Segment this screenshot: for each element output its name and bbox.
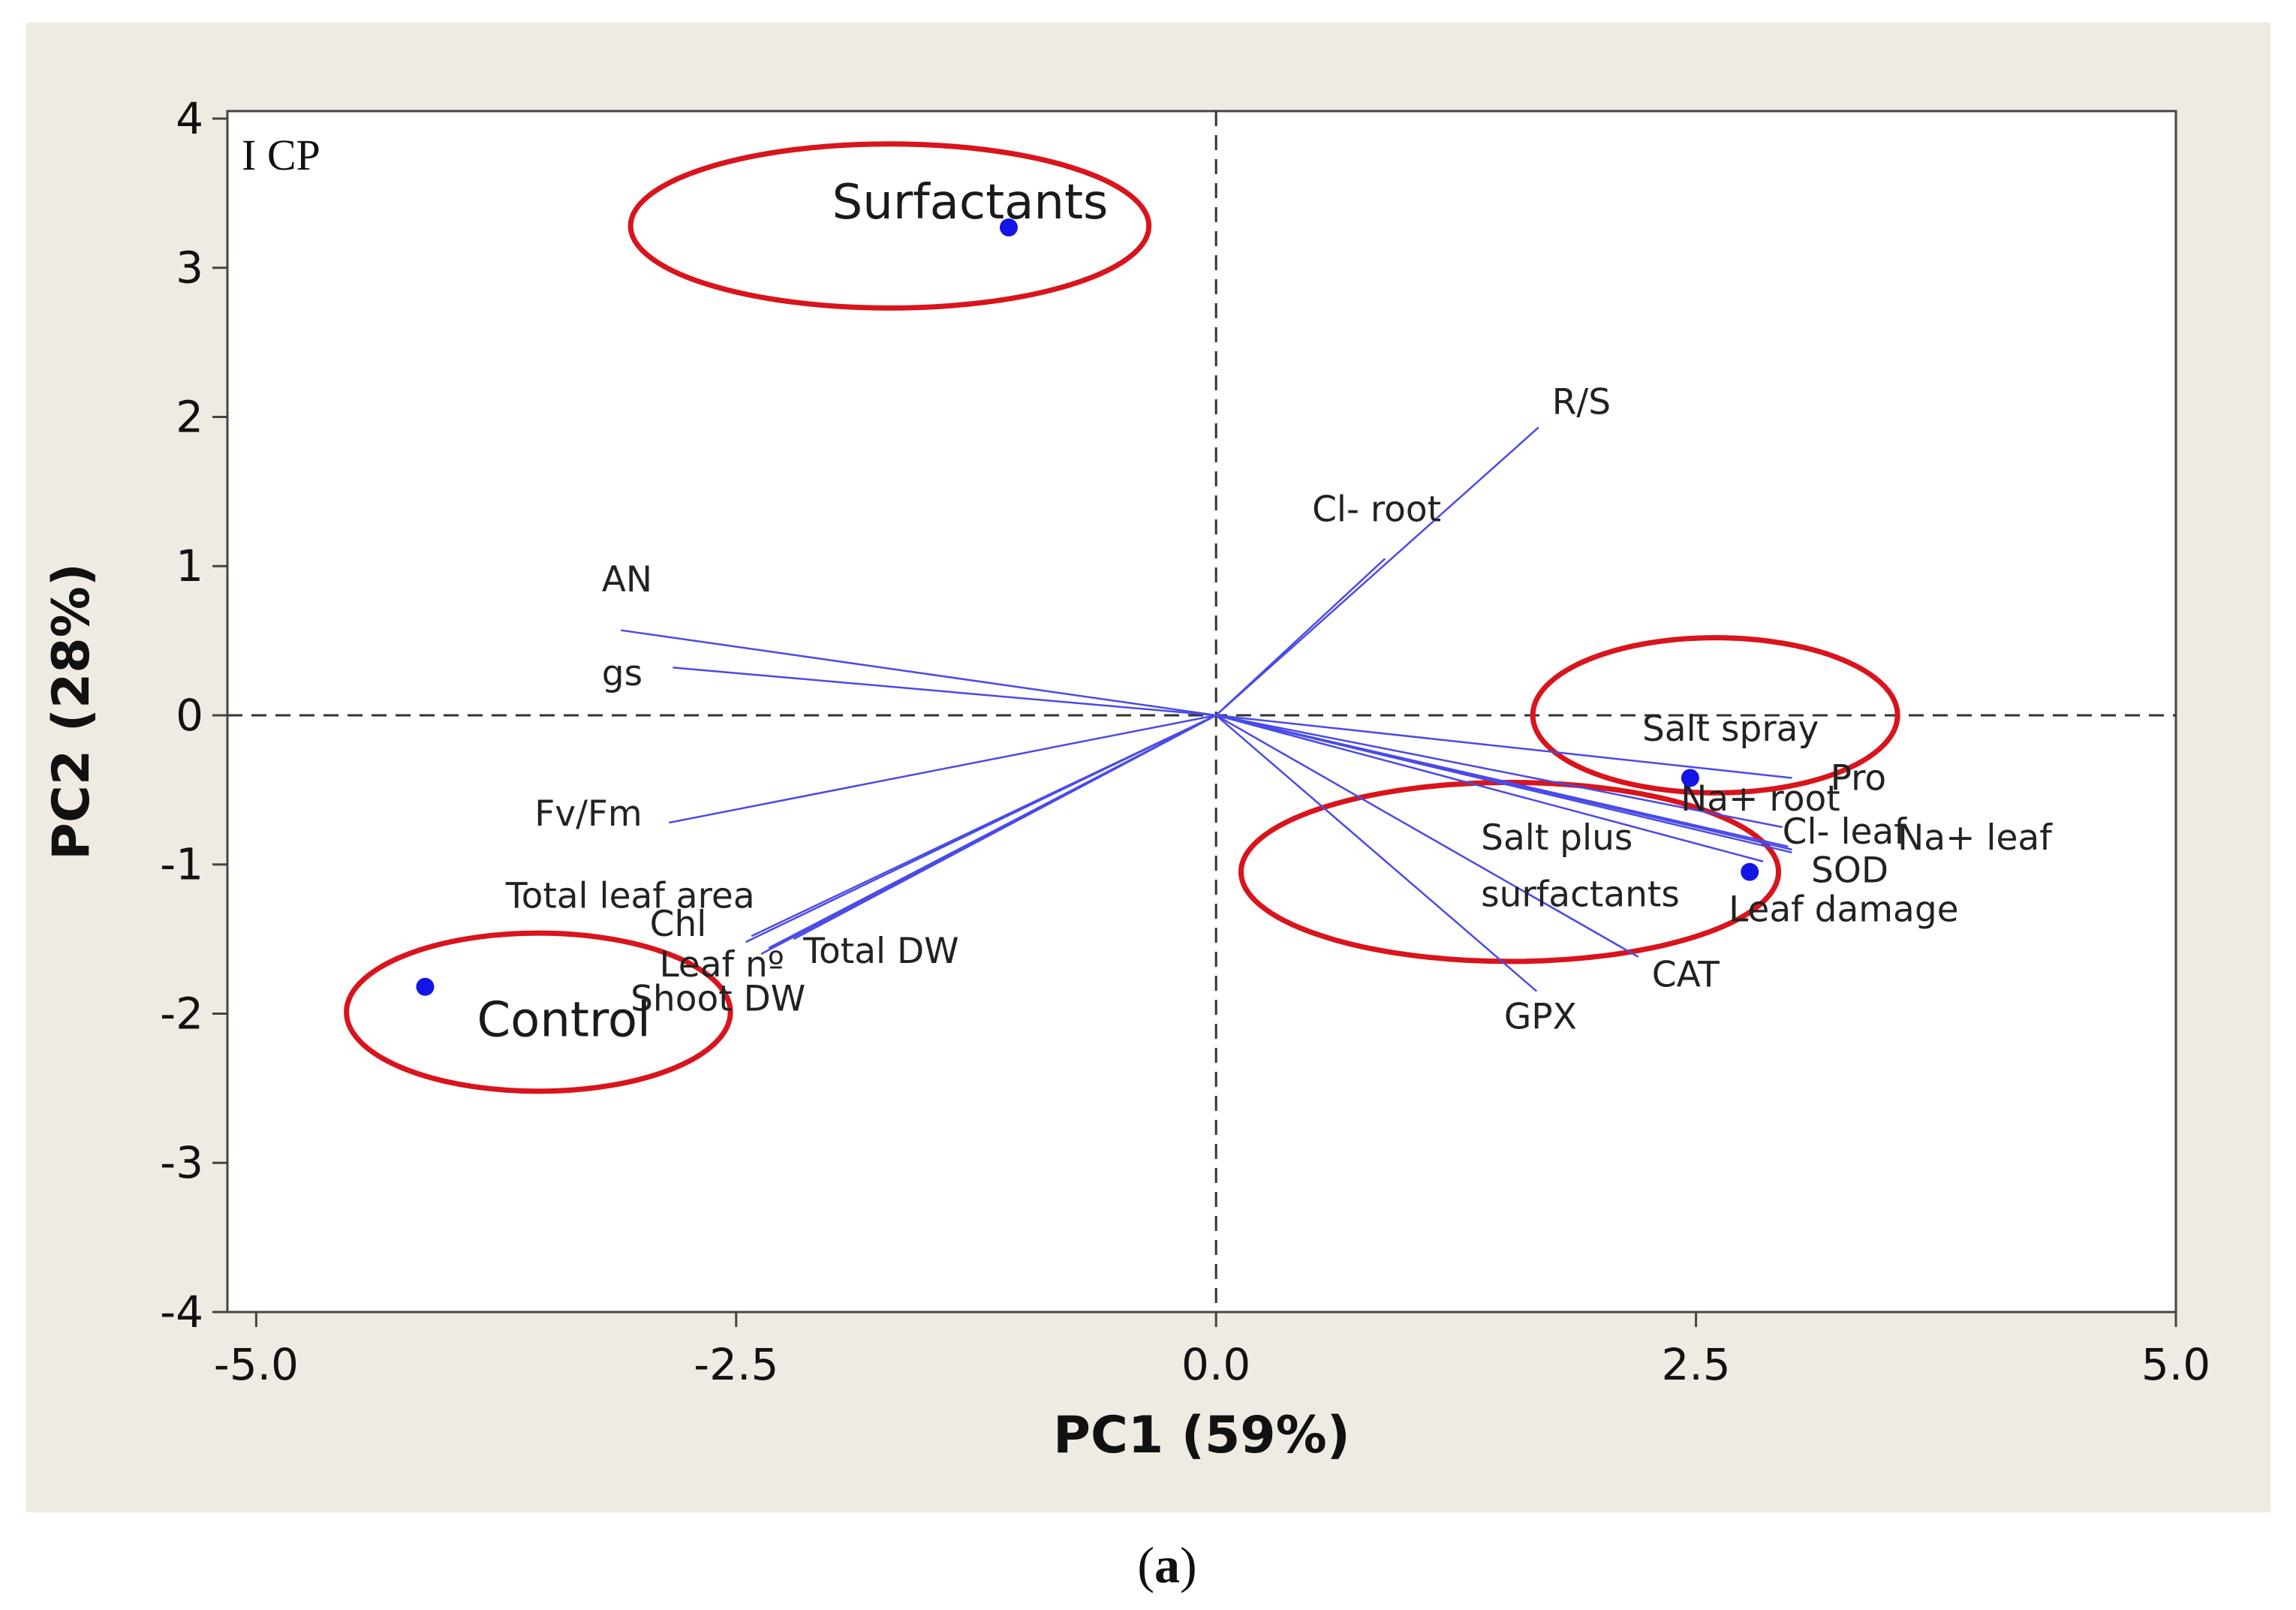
- loading-vectors: [621, 426, 1792, 992]
- loading-vector-r-s: [1215, 426, 1539, 716]
- loading-label-shoot-dw: Shoot DW: [630, 979, 805, 1020]
- y-tick-label: -4: [160, 1286, 203, 1338]
- y-tick-label: 2: [176, 391, 203, 442]
- loading-vector-shoot-dw: [760, 714, 1217, 955]
- loading-vector-na-root: [1215, 714, 1783, 829]
- x-tick-label: -5.0: [214, 1339, 299, 1390]
- plot-frame: [226, 110, 2177, 1314]
- y-axis-title: PC2 (28%): [42, 563, 101, 860]
- loading-label-sod: SOD: [1811, 850, 1888, 892]
- score-point-control: [416, 977, 435, 996]
- loading-vector-pro: [1216, 714, 1792, 779]
- loading-vector-gpx: [1215, 715, 1538, 992]
- score-point-surfactants: [999, 218, 1018, 237]
- loading-vector-gs: [673, 667, 1217, 717]
- score-points: [416, 218, 1759, 996]
- loading-label-fv-fm: Fv/Fm: [534, 793, 642, 835]
- plot-area: [226, 110, 2177, 1314]
- loading-label-chl: Chl: [650, 904, 707, 945]
- loading-label-r-s: R/S: [1552, 381, 1611, 423]
- x-tick-label: 0.0: [1181, 1339, 1250, 1390]
- caption-close-paren: ): [1180, 1536, 1197, 1593]
- x-tick-label: 2.5: [1661, 1339, 1730, 1390]
- y-tick-label: 3: [176, 242, 203, 293]
- panel-label: I CP: [242, 131, 320, 179]
- loading-label-cat: CAT: [1652, 955, 1720, 996]
- loading-vector-cat: [1215, 714, 1639, 958]
- loading-label-cl-leaf: Cl- leaf: [1783, 811, 1908, 853]
- loading-vector-cl-root: [1215, 558, 1386, 716]
- y-axis-ticks: 4 3 2 1 0 -1 -2 -3 -4: [160, 93, 227, 1338]
- figure-caption: (a): [1137, 1536, 1196, 1593]
- y-tick-label: 1: [176, 540, 203, 591]
- x-tick-label: 5.0: [2141, 1339, 2210, 1390]
- loading-label-na-leaf: Na+ leaf: [1897, 817, 2053, 859]
- ellipse-salt-spray: [1530, 635, 1900, 796]
- group-label-salt-spray: Salt spray: [1642, 709, 1819, 750]
- group-label-surfactants: surfactants: [1481, 874, 1680, 915]
- caption-open-paren: (: [1137, 1536, 1154, 1593]
- loading-label-total-dw: Total DW: [802, 931, 958, 972]
- loading-label-an: AN: [602, 559, 652, 600]
- loading-vector-leaf-damage: [1215, 714, 1764, 862]
- loading-label-gs: gs: [602, 653, 642, 694]
- score-point-salt-plus-surfactants: [1741, 862, 1759, 881]
- score-point-salt-spray: [1681, 769, 1699, 787]
- loading-vector-an: [621, 629, 1217, 717]
- x-axis-ticks: -5.0 -2.5 0.0 2.5 5.0: [214, 1312, 2210, 1390]
- group-label-salt-plus: Salt plus: [1481, 817, 1632, 859]
- caption-letter: a: [1154, 1536, 1180, 1593]
- group-labels: Surfactants Control Salt spray Salt plus sur…: [477, 175, 1819, 1048]
- loading-label-total-leaf-area: Total leaf area: [505, 875, 755, 916]
- loading-vector-sod: [1215, 714, 1792, 854]
- loading-label-pro: Pro: [1831, 757, 1887, 799]
- loading-label-leaf-n: Leaf nº: [659, 944, 784, 986]
- reference-lines: [227, 111, 2176, 1312]
- y-tick-label: 0: [176, 690, 203, 741]
- y-tick-label: -1: [160, 839, 203, 890]
- loading-label-cl-root: Cl- root: [1312, 489, 1441, 531]
- y-tick-label: -3: [160, 1137, 203, 1188]
- group-label-control: Control: [477, 992, 650, 1048]
- loading-vector-chl: [745, 714, 1217, 943]
- loading-vector-fv-fm: [669, 714, 1217, 824]
- loading-label-na-root: Na+ root: [1681, 778, 1840, 820]
- y-tick-label: -2: [160, 988, 203, 1039]
- x-tick-label: -2.5: [694, 1339, 778, 1390]
- y-tick-label: 4: [176, 93, 203, 144]
- x-axis-title: PC1 (59%): [1053, 1406, 1350, 1465]
- loading-label-gpx: GPX: [1504, 996, 1577, 1037]
- ellipse-surfactants: [627, 141, 1152, 311]
- group-ellipses: [344, 141, 1900, 1094]
- loading-label-leaf-damage: Leaf damage: [1729, 889, 1959, 930]
- ellipse-control: [344, 930, 733, 1094]
- group-label-surfactants: Surfactants: [832, 175, 1109, 230]
